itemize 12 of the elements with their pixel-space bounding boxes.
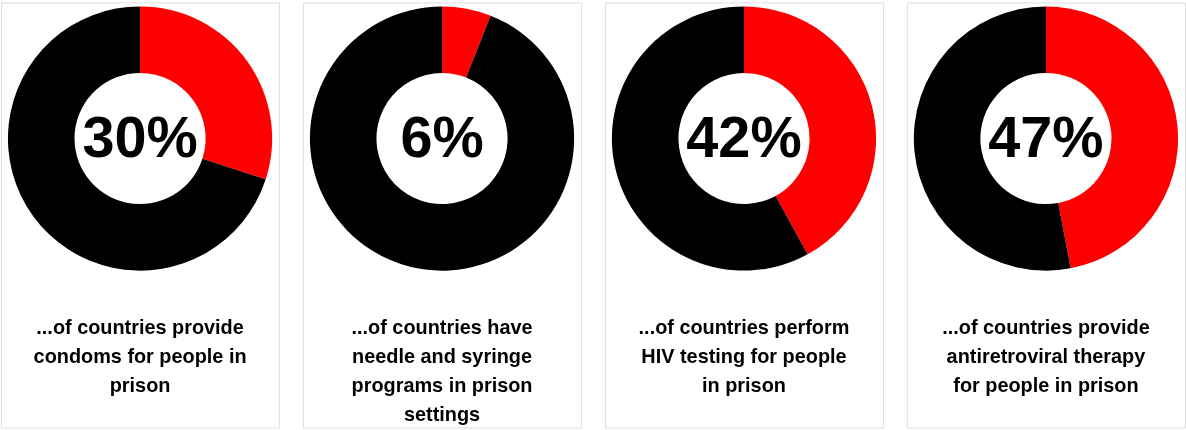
data-label: 42% — [686, 105, 802, 170]
donut-slice — [442, 6, 491, 78]
donut-slice — [309, 6, 575, 271]
text: ...of countries provide antiretroviral therapy for people in prison — [942, 316, 1150, 396]
text: ...of countries perform HIV testing for people in prison — [638, 316, 850, 396]
data-label: 6% — [400, 105, 484, 170]
data-label: 30% — [82, 105, 198, 170]
text: ...of countries have needle and syringe programs in prison settings — [351, 316, 533, 425]
text: ...of countries provide condoms for people in prison — [33, 316, 247, 396]
data-label: 47% — [988, 105, 1104, 170]
donut-slice — [7, 6, 266, 271]
donut-slice — [612, 6, 808, 271]
